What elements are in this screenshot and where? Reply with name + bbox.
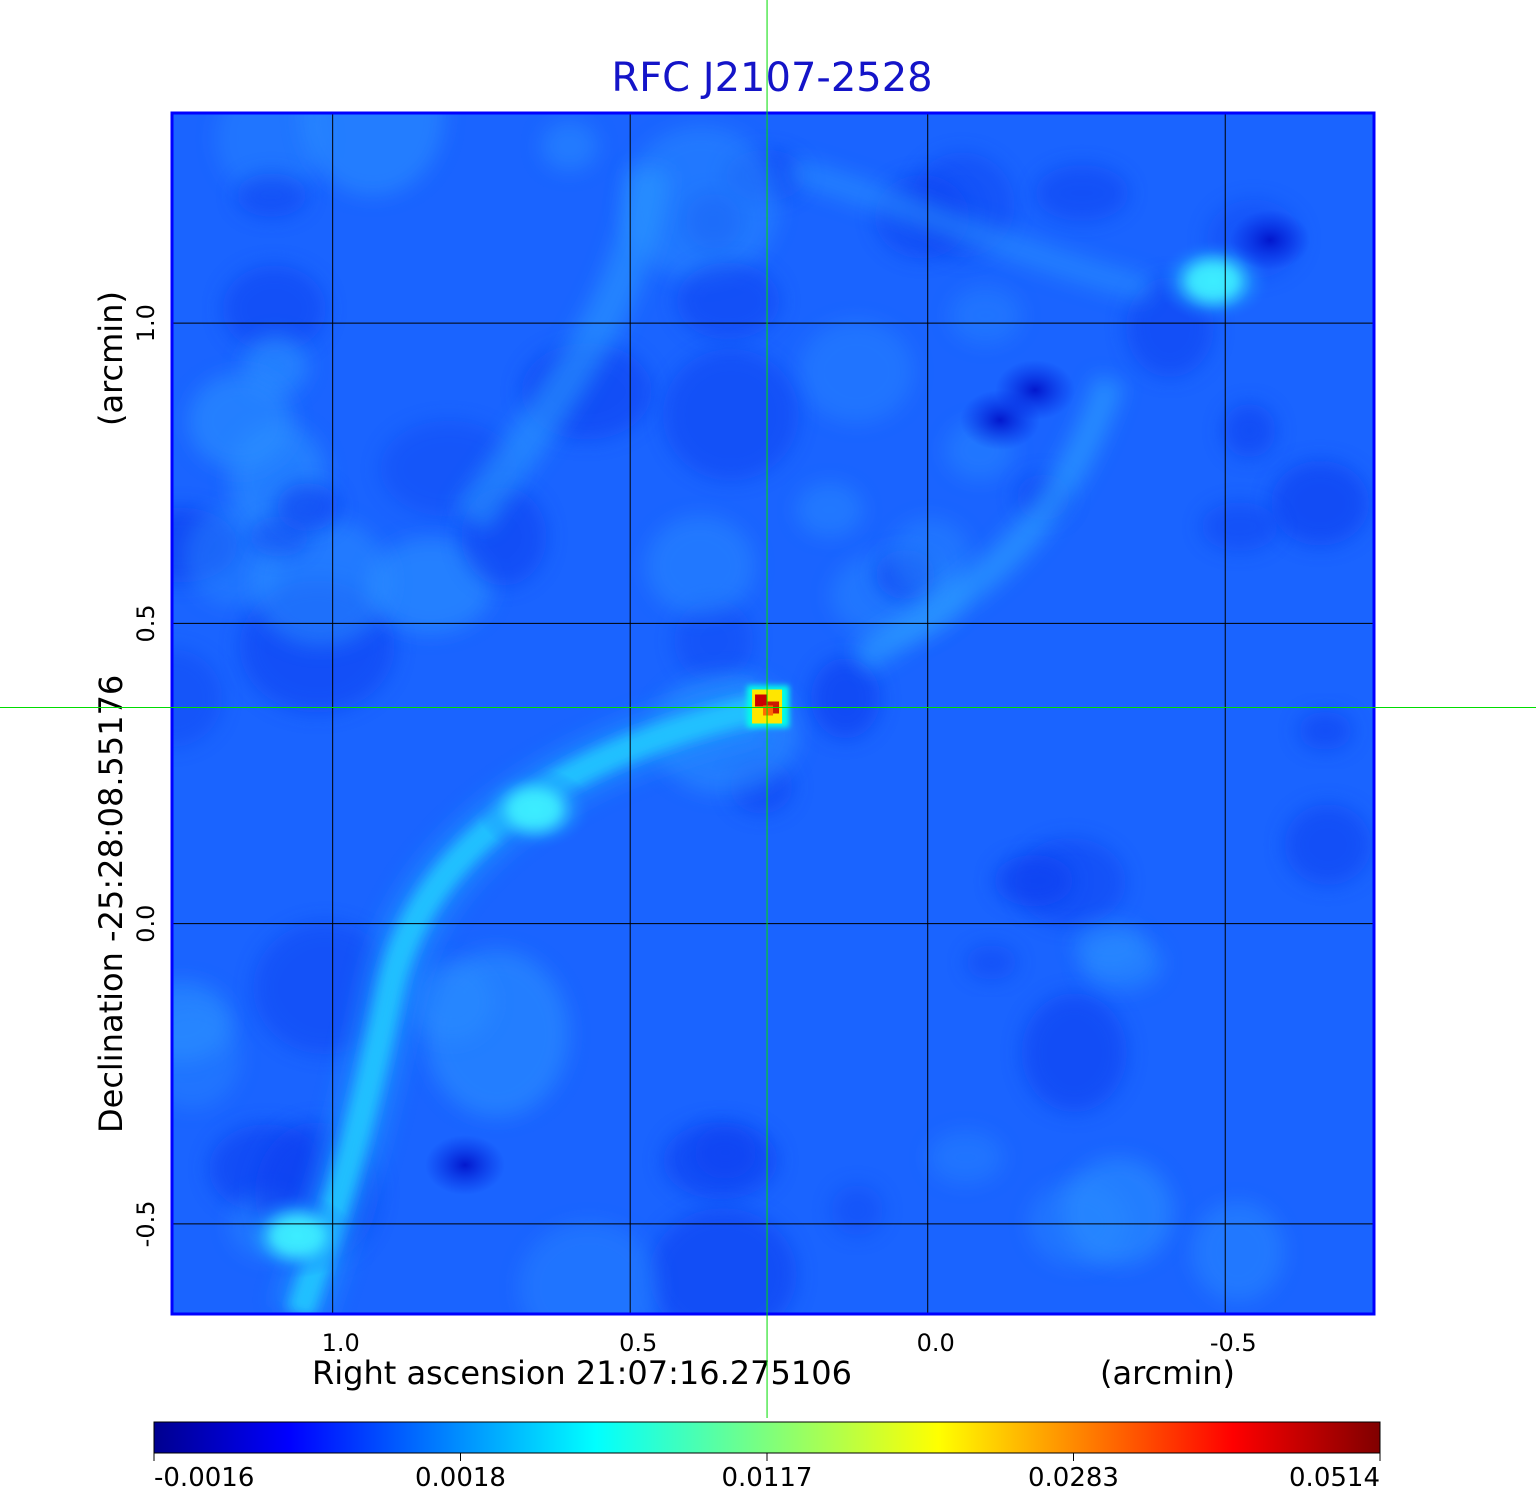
- noise-patch: [1028, 1180, 1128, 1267]
- noise-patch: [301, 113, 445, 196]
- grid-lines: [172, 113, 1374, 1314]
- noise-patch: [799, 320, 914, 423]
- plot-frame: [170, 111, 1376, 1316]
- dark-patch: [995, 360, 1075, 420]
- colorbar-tick-label: 0.0117: [722, 1463, 813, 1493]
- y-axis-unit: (arcmin): [92, 291, 130, 426]
- noise-patch: [215, 113, 325, 199]
- dark-patch: [425, 1135, 505, 1195]
- noise-patch: [994, 854, 1074, 907]
- diffuse-stream: [453, 168, 670, 532]
- noise-patch: [1191, 1201, 1285, 1302]
- y-axis-label: Declination -25:28:08.55176: [92, 675, 130, 1133]
- noise-patch: [1201, 502, 1279, 552]
- noise-patch: [674, 599, 754, 682]
- noise-patch: [410, 961, 494, 1042]
- emission-blob-core: [268, 1215, 325, 1256]
- noise-patch: [236, 173, 307, 217]
- emission-blob-core: [506, 789, 563, 830]
- x-axis-unit: (arcmin): [1100, 1354, 1235, 1392]
- colorbar-tick-label: 0.0018: [415, 1463, 506, 1493]
- noise-patch: [172, 649, 223, 747]
- y-tick-label: 0.5: [132, 604, 160, 642]
- noise-patch: [276, 482, 339, 532]
- core-pixel: [763, 705, 774, 716]
- colorbar-tick-label: 0.0283: [1028, 1463, 1119, 1493]
- noise-patch: [1035, 164, 1129, 222]
- colorbar-tick-label: -0.0016: [154, 1463, 254, 1493]
- noise-patch: [645, 515, 756, 617]
- x-tick-labels: 1.0 0.5 0.0 -0.5: [322, 1329, 1257, 1357]
- noise-patch: [831, 1185, 884, 1236]
- core-pixel: [755, 694, 768, 707]
- noise-texture: [172, 113, 1372, 1314]
- noise-patch: [1021, 993, 1127, 1113]
- noise-patch: [1271, 460, 1370, 546]
- diffuse-stream: [851, 375, 1125, 673]
- noise-patch: [1073, 921, 1146, 970]
- y-tick-label: -0.5: [132, 1201, 160, 1248]
- noise-patch: [367, 537, 494, 634]
- noise-patch: [676, 262, 780, 340]
- noise-patch: [541, 121, 598, 171]
- noise-patch: [622, 125, 780, 282]
- x-tick-label: -0.5: [1210, 1329, 1257, 1357]
- noise-patch: [694, 1126, 757, 1180]
- noise-patch: [949, 287, 1022, 344]
- noise-patch: [810, 657, 881, 739]
- noise-patch: [965, 945, 1018, 980]
- colorbar: [153, 1421, 1381, 1454]
- noise-patch: [1222, 403, 1276, 458]
- noise-patch: [928, 1130, 1004, 1184]
- noise-patch: [1298, 711, 1353, 750]
- x-axis-label: Right ascension 21:07:16.275106: [312, 1354, 852, 1392]
- y-tick-labels: 1.0 0.5 0.0 -0.5: [132, 304, 160, 1247]
- noise-patch: [1284, 804, 1372, 886]
- x-tick-label: 0.5: [619, 1329, 657, 1357]
- noise-patch: [662, 348, 799, 481]
- noise-patch: [222, 265, 326, 353]
- noise-patch: [187, 373, 293, 470]
- noise-patch: [519, 1222, 659, 1314]
- dark-patch: [1230, 210, 1310, 270]
- colorbar-tick-label: 0.0514: [1289, 1463, 1380, 1493]
- emission-blob-core: [1185, 261, 1242, 302]
- diffuse-stream: [786, 157, 1154, 303]
- x-tick-label: 1.0: [322, 1329, 360, 1357]
- noise-patch: [172, 1005, 241, 1109]
- image-plane: [172, 113, 1374, 1314]
- noise-patch: [649, 1208, 797, 1314]
- y-tick-label: 0.0: [132, 905, 160, 943]
- y-tick-label: 1.0: [132, 304, 160, 342]
- colorbar-ticks: -0.0016 0.0018 0.0117 0.0283 0.0514: [153, 1453, 1381, 1493]
- noise-patch: [796, 482, 864, 537]
- x-tick-label: 0.0: [917, 1329, 955, 1357]
- chart-title: RFC J2107-2528: [611, 55, 932, 101]
- noise-patch: [888, 518, 972, 598]
